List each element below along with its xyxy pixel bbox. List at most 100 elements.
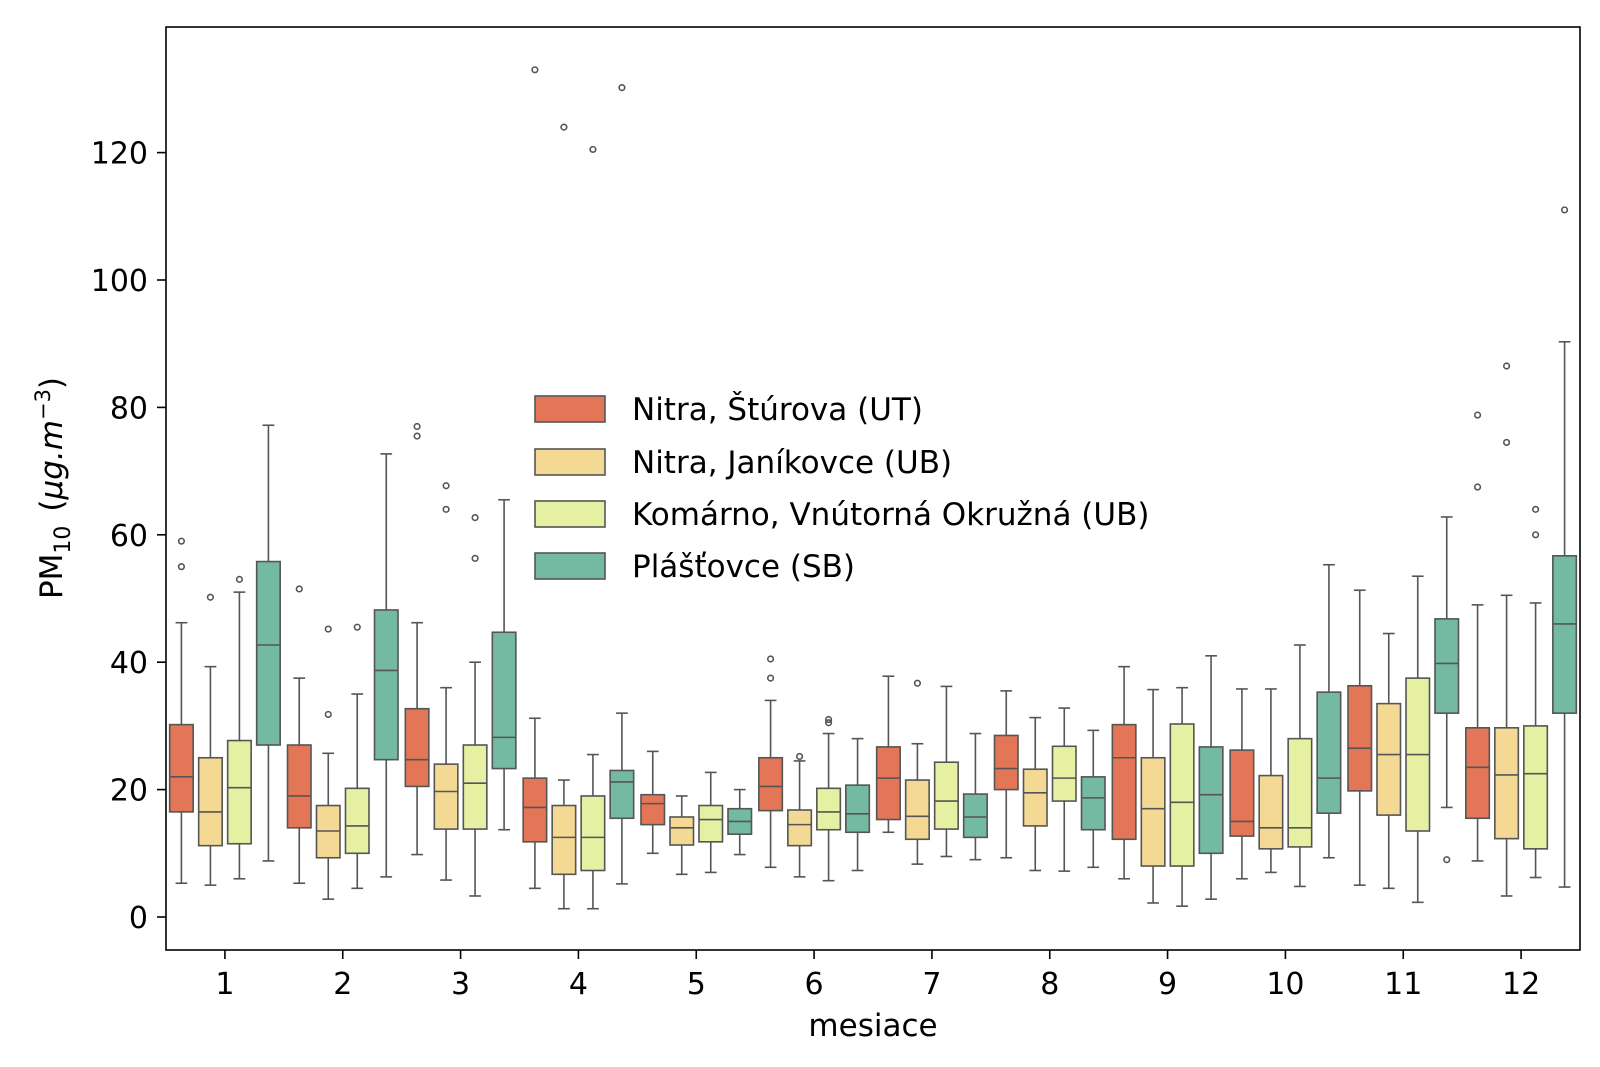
- box-s0-m12: [1465, 411, 1491, 862]
- y-tick-label-20: 20: [110, 774, 148, 809]
- box-s0-m9: [1111, 665, 1137, 880]
- box-s1-m12: [1494, 362, 1520, 897]
- box-s0-m8: [993, 690, 1019, 859]
- x-tick-label-3: 3: [451, 967, 470, 1002]
- outlier-point: [177, 537, 186, 545]
- legend-swatch-1: [534, 448, 606, 476]
- box-s3-m4: [609, 84, 635, 885]
- box-iqr: [491, 631, 517, 770]
- box-iqr: [1347, 684, 1373, 792]
- box-iqr: [433, 763, 459, 830]
- y-tick-label-100: 100: [91, 264, 148, 299]
- x-tick-label-7: 7: [922, 967, 941, 1002]
- box-iqr: [993, 734, 1019, 791]
- box-iqr: [255, 560, 281, 746]
- box-s1-m6: [787, 752, 813, 878]
- y-axis-label-sup: −3: [31, 389, 55, 420]
- box-iqr: [1494, 727, 1520, 840]
- x-axis-label: mesiace: [808, 1008, 937, 1044]
- outlier-point: [795, 752, 804, 761]
- box-iqr: [698, 804, 724, 843]
- box-s2-m4: [580, 145, 606, 910]
- box-iqr: [933, 761, 959, 830]
- box-iqr: [373, 609, 399, 761]
- box-s2-m2: [344, 623, 370, 890]
- outlier-point: [618, 84, 626, 92]
- box-iqr: [1111, 723, 1137, 841]
- box-s2-m5: [698, 771, 724, 874]
- box-iqr: [1198, 746, 1224, 855]
- outlier-point: [589, 145, 597, 154]
- box-s3-m10: [1316, 563, 1342, 859]
- box-s3-m2: [373, 453, 399, 878]
- box-iqr: [962, 793, 988, 839]
- box-s0-m4: [522, 66, 548, 890]
- outlier-point: [177, 563, 186, 571]
- outlier-point: [1473, 411, 1482, 419]
- box-s2-m11: [1405, 575, 1431, 904]
- outlier-point: [235, 575, 244, 583]
- y-axis-label-main: PM: [34, 554, 70, 599]
- box-iqr: [787, 809, 813, 847]
- outlier-point: [324, 625, 332, 633]
- box-s3-m7: [962, 732, 988, 861]
- box-s1-m11: [1376, 632, 1402, 890]
- legend-label-2: Komárno, Vnútorná Okružná (UB): [632, 497, 1149, 533]
- box-s0-m5: [640, 750, 666, 855]
- box-s2-m3: [462, 514, 488, 897]
- x-tick-label-9: 9: [1158, 967, 1177, 1002]
- box-iqr: [1434, 618, 1460, 714]
- outlier-point: [1531, 505, 1540, 513]
- box-s0-m11: [1347, 589, 1373, 886]
- box-s3-m8: [1080, 729, 1106, 869]
- y-tick-label-120: 120: [91, 137, 148, 172]
- box-s1-m5: [669, 795, 695, 876]
- box-s0-m6: [758, 655, 784, 869]
- legend: Nitra, Štúrova (UT) Nitra, Janíkovce (UB…: [534, 391, 1149, 585]
- outlier-point: [442, 505, 450, 513]
- x-tick-label-5: 5: [687, 967, 706, 1002]
- outlier-point: [1473, 483, 1482, 491]
- box-iqr: [1022, 768, 1048, 827]
- outlier-point: [824, 715, 833, 724]
- legend-swatch-2: [534, 500, 606, 528]
- box-iqr: [1229, 749, 1255, 837]
- x-tick-label-12: 12: [1502, 967, 1540, 1002]
- box-iqr: [875, 746, 901, 821]
- box-iqr: [1465, 727, 1491, 820]
- outlier-point: [1502, 362, 1511, 370]
- y-axis-label-sub: 10: [51, 526, 76, 554]
- box-s1-m3: [433, 482, 459, 881]
- box-s1-m2: [315, 625, 341, 900]
- box-s0-m10: [1229, 688, 1255, 880]
- box-s0-m7: [875, 675, 901, 834]
- box-iqr: [522, 777, 548, 843]
- outlier-point: [471, 554, 479, 562]
- box-s2-m12: [1523, 505, 1549, 879]
- box-iqr: [1051, 745, 1077, 802]
- box-s1-m8: [1022, 716, 1048, 872]
- box-s1-m10: [1258, 688, 1284, 874]
- box-iqr: [286, 744, 312, 829]
- box-iqr: [1140, 756, 1166, 867]
- x-tick-label-6: 6: [805, 967, 824, 1002]
- box-iqr: [1552, 555, 1578, 714]
- box-iqr: [1316, 691, 1342, 814]
- box-s2-m6: [816, 715, 842, 882]
- box-iqr: [758, 756, 784, 812]
- box-iqr: [816, 787, 842, 831]
- outlier-point: [353, 623, 361, 631]
- y-axis-label-open: (: [34, 499, 70, 511]
- box-iqr: [168, 723, 194, 813]
- outlier-point: [324, 710, 332, 719]
- box-s1-m7: [904, 679, 930, 865]
- box-iqr: [404, 707, 430, 788]
- outlier-point: [413, 432, 421, 440]
- outlier-point: [766, 674, 775, 682]
- outlier-point: [913, 679, 922, 687]
- outlier-point: [206, 593, 215, 601]
- box-s2-m1: [226, 575, 252, 880]
- x-tick-label-11: 11: [1384, 967, 1422, 1002]
- box-s0-m1: [168, 537, 194, 885]
